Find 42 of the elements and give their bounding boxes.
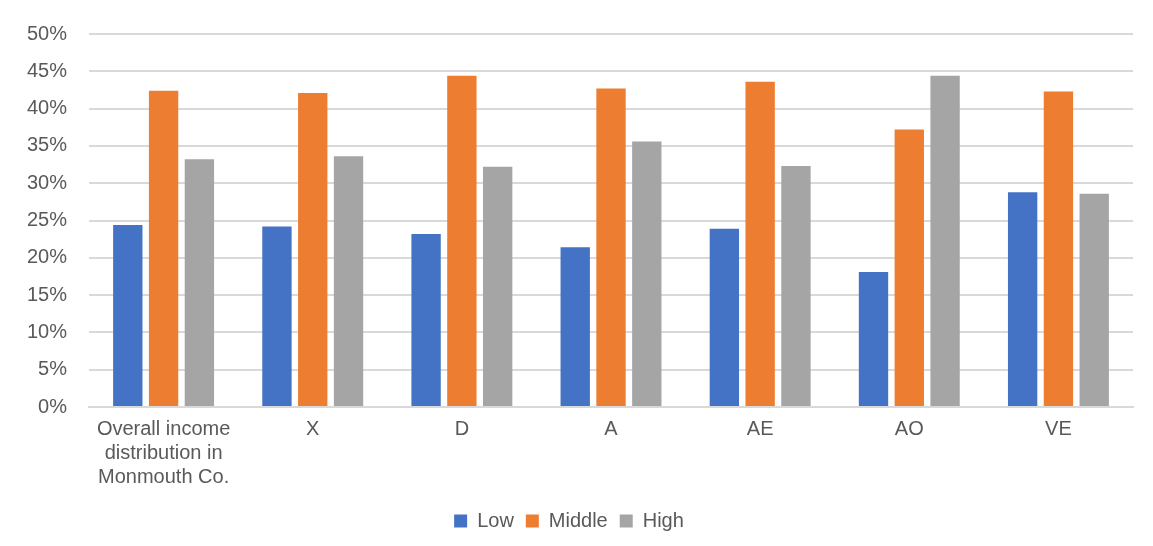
bar	[148, 90, 179, 406]
legend-label: Middle	[548, 508, 608, 531]
bar	[298, 92, 328, 406]
y-tick-label: 45%	[27, 58, 68, 81]
bar	[930, 75, 960, 406]
bar	[113, 224, 143, 406]
y-tick-label: 20%	[27, 245, 68, 268]
bar	[333, 156, 364, 406]
bar	[781, 166, 811, 406]
bar	[745, 81, 775, 406]
y-tick-label: 30%	[27, 170, 68, 193]
y-tick-label: 10%	[27, 319, 68, 342]
bar	[184, 159, 215, 406]
x-tick-label: VE	[1045, 416, 1072, 439]
x-tick-label: AE	[746, 416, 774, 439]
y-tick-label: 40%	[27, 96, 68, 119]
bar	[447, 75, 477, 406]
bar	[858, 271, 889, 406]
y-tick-label: 50%	[27, 21, 68, 44]
x-tick-label: X	[306, 416, 320, 439]
y-tick-label: 25%	[27, 208, 68, 231]
bar	[482, 166, 513, 406]
x-tick-label: D	[454, 416, 470, 439]
bar	[411, 233, 441, 406]
y-tick-label: 5%	[38, 357, 68, 380]
bar	[262, 226, 292, 406]
y-tick-label: 0%	[38, 394, 68, 417]
bar	[1007, 192, 1038, 406]
bar	[709, 228, 740, 406]
bar	[632, 141, 662, 406]
x-tick-label: AO	[894, 416, 924, 439]
bar	[560, 247, 590, 406]
x-tick-label: Overall income distribution in Monmouth Co.	[96, 416, 231, 487]
bar	[894, 129, 924, 406]
legend-label: Low	[477, 508, 515, 531]
bar	[596, 88, 626, 406]
y-tick-label: 15%	[27, 282, 68, 305]
y-tick-label: 35%	[27, 133, 68, 156]
bar	[1079, 193, 1109, 406]
legend-label: High	[642, 508, 684, 531]
bar	[1043, 91, 1074, 406]
x-tick-label: A	[604, 416, 619, 439]
